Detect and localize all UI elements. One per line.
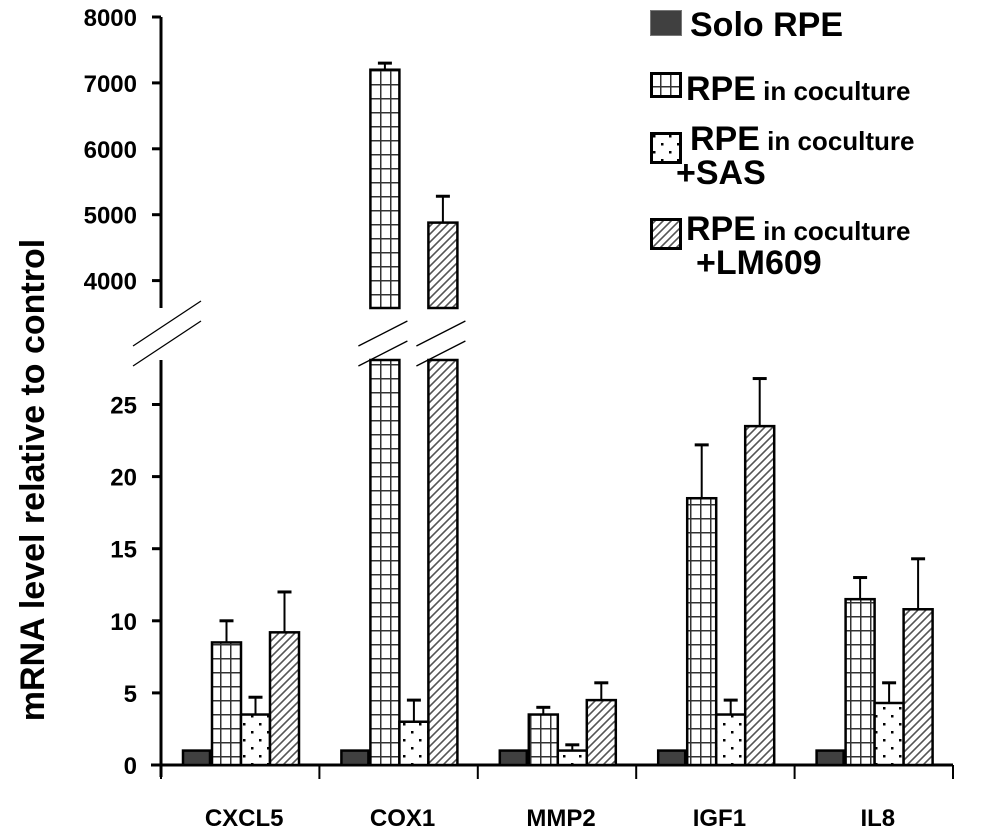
bar bbox=[498, 749, 529, 767]
legend-item-coculture-sas: RPE in coculture +SAS bbox=[650, 122, 915, 190]
y-tick-label: 5000 bbox=[84, 203, 137, 230]
axis-break-mark bbox=[132, 300, 202, 347]
y-tick-label: 25 bbox=[110, 393, 137, 420]
y-tick-label: 6000 bbox=[84, 137, 137, 164]
bar bbox=[815, 749, 845, 767]
bar-upper-segment bbox=[369, 68, 401, 310]
y-tick-label: 0 bbox=[124, 753, 137, 780]
bar bbox=[181, 749, 212, 767]
bar-upper-segment bbox=[427, 221, 459, 310]
bars bbox=[181, 61, 934, 767]
legend-label-line2: +LM609 bbox=[696, 244, 822, 282]
legend-label: RPE bbox=[690, 120, 760, 158]
bar-break-mark bbox=[416, 320, 466, 347]
category-label: MMP2 bbox=[526, 805, 595, 832]
bar bbox=[239, 713, 272, 767]
bar bbox=[844, 597, 876, 767]
bar bbox=[527, 713, 560, 767]
category-label: CXCL5 bbox=[205, 805, 284, 832]
legend-label: RPE bbox=[686, 210, 756, 248]
bar-lower-segment bbox=[369, 358, 401, 767]
y-tick-label: 5 bbox=[124, 681, 137, 708]
y-axis-label: mRNA level relative to control bbox=[14, 239, 52, 721]
labels: 0 5 10 15 20 25 4000 5000 6000 7000 8000 CXCL5 COX1 M… bbox=[84, 5, 896, 832]
bar bbox=[556, 749, 589, 767]
legend-label: RPE bbox=[686, 70, 756, 108]
y-tick-label: 20 bbox=[110, 465, 137, 492]
y-tick-label: 4000 bbox=[84, 269, 137, 296]
bar bbox=[585, 698, 618, 767]
bar bbox=[340, 749, 370, 767]
bar bbox=[398, 720, 430, 767]
legend-label-sub: in coculture bbox=[759, 126, 915, 156]
legend-swatch-dots bbox=[650, 132, 682, 164]
legend-label: Solo RPE bbox=[690, 6, 844, 44]
bar bbox=[656, 749, 687, 767]
legend-item-solo-rpe: Solo RPE bbox=[650, 8, 843, 42]
bar-lower-segment bbox=[427, 358, 459, 767]
legend-item-coculture: RPE in coculture bbox=[650, 72, 911, 106]
bar-break-gap bbox=[415, 328, 467, 359]
bar bbox=[685, 496, 718, 767]
bar-break-gap bbox=[357, 328, 409, 359]
bar-break-mark bbox=[358, 340, 408, 367]
category-label: COX1 bbox=[370, 805, 435, 832]
legend-label-line2: +SAS bbox=[676, 154, 766, 192]
bar bbox=[902, 608, 934, 767]
category-label: IL8 bbox=[860, 805, 895, 832]
legend-swatch-grid bbox=[650, 72, 682, 98]
legend-swatch-solid bbox=[650, 10, 682, 36]
bar-break-mark bbox=[416, 340, 466, 367]
legend-swatch-diagonal bbox=[650, 218, 682, 250]
axis-break-mark bbox=[132, 320, 202, 367]
category-label: IGF1 bbox=[693, 805, 746, 832]
bar bbox=[268, 631, 301, 767]
y-tick-label: 15 bbox=[110, 537, 137, 564]
bar bbox=[873, 701, 905, 767]
y-tick-label: 10 bbox=[110, 609, 137, 636]
bar bbox=[743, 424, 776, 767]
bar-break-mark bbox=[358, 320, 408, 347]
bar bbox=[210, 641, 243, 767]
bar bbox=[714, 713, 747, 767]
legend-label-sub: in coculture bbox=[755, 216, 911, 246]
legend-item-coculture-lm609: RPE in coculture +LM609 bbox=[650, 212, 911, 280]
legend-label-sub: in coculture bbox=[755, 76, 911, 106]
y-tick-label: 8000 bbox=[84, 5, 137, 32]
y-tick-label: 7000 bbox=[84, 71, 137, 98]
